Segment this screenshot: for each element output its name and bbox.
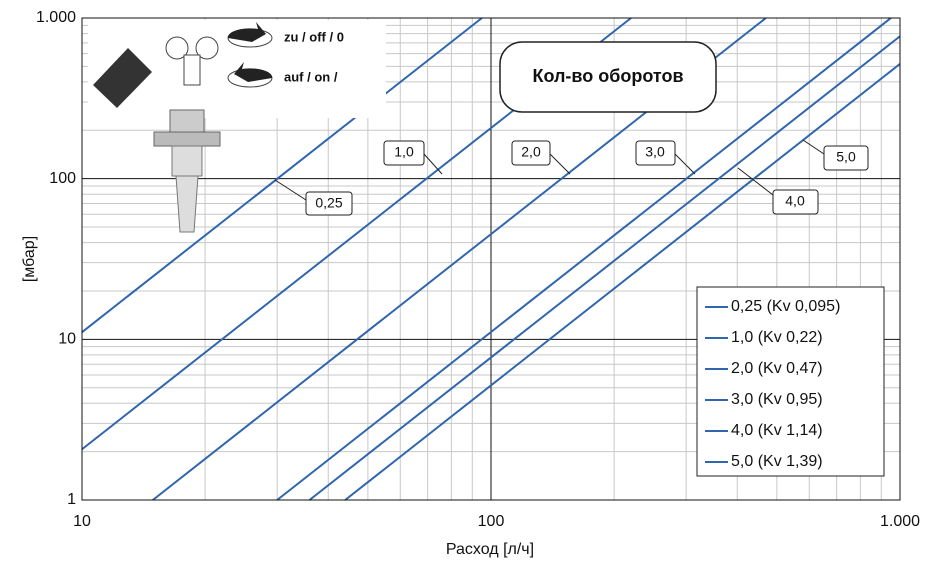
icon-valve	[153, 131, 221, 147]
leader	[802, 139, 825, 155]
icon-text: zu / off / 0	[284, 29, 344, 44]
x-tick-label: 1.000	[880, 513, 920, 530]
icon-valve	[175, 175, 199, 233]
legend-label: 5,0 (Kv 1,39)	[731, 453, 823, 470]
leader	[274, 179, 307, 201]
y-axis-label: [мбар]	[21, 236, 38, 282]
series-line	[81, 17, 483, 333]
leader	[674, 153, 696, 175]
y-tick-label: 1	[67, 491, 76, 508]
callout-box	[305, 191, 353, 216]
leader	[423, 153, 443, 175]
y-tick-label: 10	[58, 331, 76, 348]
annotation: 5,0	[836, 149, 856, 165]
legend-label: 0,25 (Kv 0,095)	[731, 298, 840, 315]
icon-valve	[171, 145, 203, 177]
title-box	[499, 41, 717, 113]
icon-rotate	[227, 22, 266, 42]
x-tick-label: 100	[478, 513, 505, 530]
icons: zu / off / 0 auf / on /	[88, 20, 386, 233]
series-lines	[81, 17, 901, 501]
callout-box	[383, 140, 425, 166]
legend-label: 2,0 (Kv 0,47)	[731, 360, 823, 377]
series-line	[276, 17, 892, 501]
icon-key	[195, 36, 219, 60]
chart-title: Кол-во оборотов	[532, 66, 683, 86]
leader	[549, 153, 571, 175]
x-axis-label: Расход [л/ч]	[446, 541, 534, 558]
plot-frame	[81, 17, 901, 501]
legend-label: 4,0 (Kv 1,14)	[731, 422, 823, 439]
icon-cap	[93, 48, 152, 108]
legend: 0,25 (Kv 0,095) 1,0 (Kv 0,22) 2,0 (Kv 0,47…	[696, 286, 885, 477]
icon-key	[165, 36, 189, 60]
callout-box	[772, 189, 819, 215]
y-tick-label: 100	[49, 170, 76, 187]
annotation: 4,0	[785, 193, 805, 209]
callouts: 0,25 1,0 2,0 3,0 4,0 5,0	[274, 139, 869, 216]
legend-box	[696, 286, 885, 477]
icon-valve	[169, 109, 205, 133]
leader	[737, 167, 774, 196]
callout-box	[635, 140, 676, 166]
icon-rotate	[234, 62, 273, 82]
callout-box	[511, 140, 551, 166]
legend-label: 1,0 (Kv 0,22)	[731, 329, 823, 346]
series-line	[344, 63, 901, 501]
x-tick-label: 10	[73, 513, 91, 530]
series-line	[308, 35, 901, 501]
y-tick-label: 1.000	[36, 9, 76, 26]
annotation: 1,0	[394, 144, 414, 160]
annotation: 0,25	[315, 195, 342, 211]
annotation: 2,0	[521, 144, 541, 160]
callout-box	[823, 145, 869, 171]
icon-text: auf / on /	[284, 69, 338, 84]
legend-label: 3,0 (Kv 0,95)	[731, 391, 823, 408]
icon-key	[183, 54, 201, 86]
annotation: 3,0	[645, 144, 665, 160]
